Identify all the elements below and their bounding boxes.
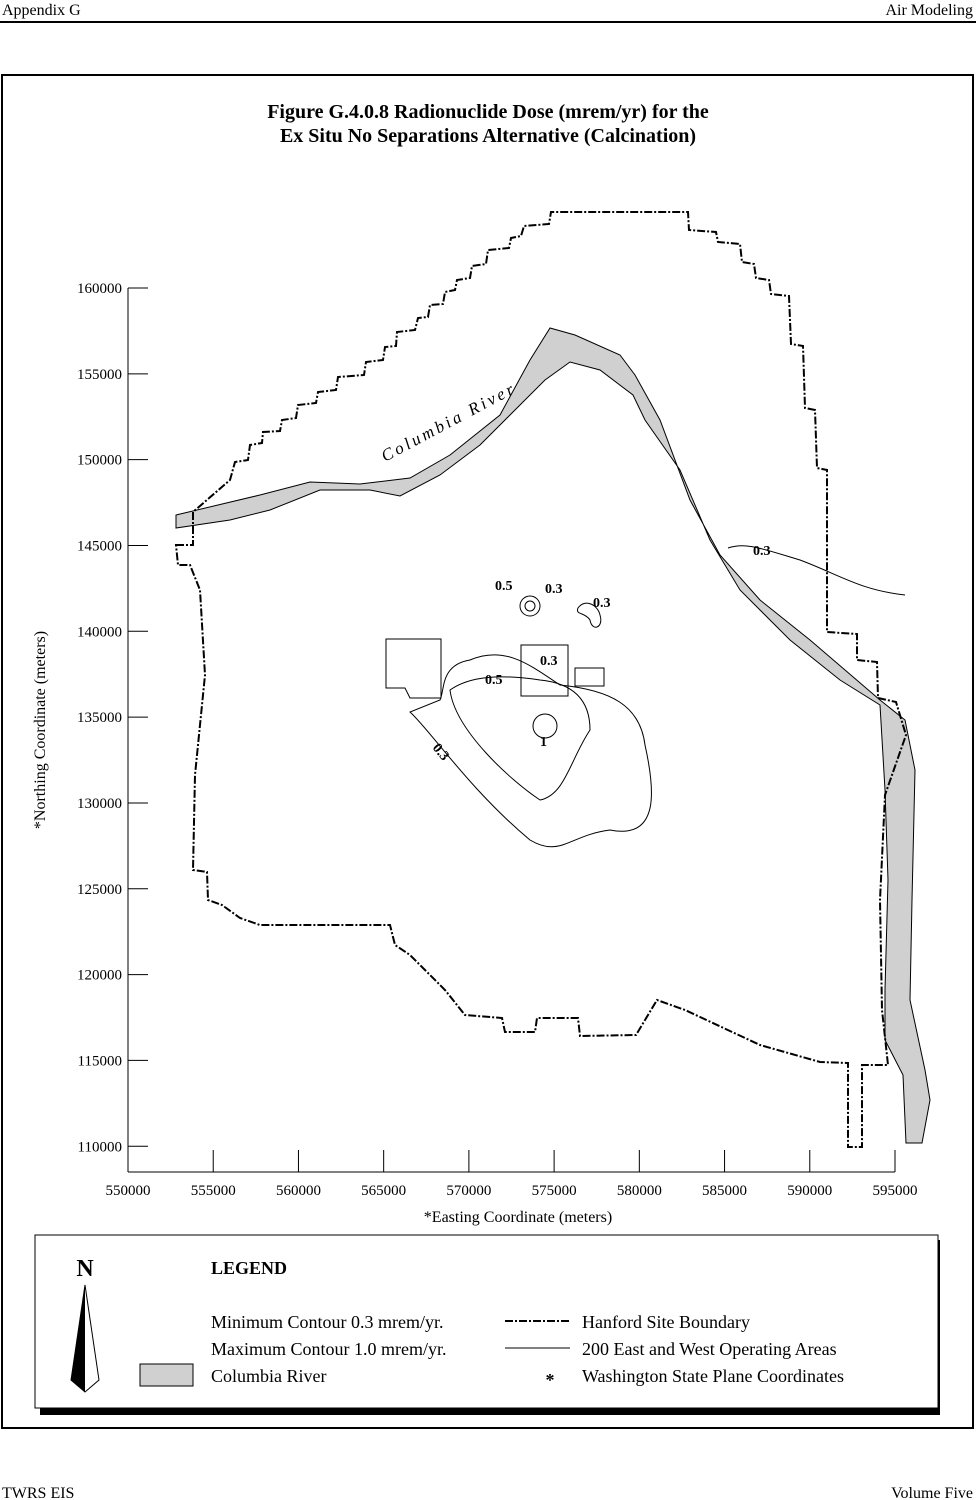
x-tick-label: 560000 — [276, 1183, 321, 1199]
columbia-river — [175, 327, 931, 1144]
contour-label: 1 — [540, 735, 547, 750]
x-tick-label: 565000 — [361, 1183, 406, 1199]
contour-line — [576, 602, 602, 628]
x-tick-label: 580000 — [617, 1183, 662, 1199]
contour-label: 0.3 — [545, 582, 563, 597]
legend-item: 200 East and West Operating Areas — [582, 1339, 837, 1359]
y-tick-label: 130000 — [77, 796, 122, 812]
y-axis-label: *Northing Coordinate (meters) — [32, 631, 49, 829]
contour-label: 0.5 — [485, 673, 503, 688]
footer-left: TWRS EIS — [2, 1485, 74, 1500]
north-label: N — [76, 1256, 94, 1282]
legend-item: Washington State Plane Coordinates — [582, 1366, 844, 1386]
contour-line — [409, 654, 652, 848]
y-tick-label: 155000 — [77, 367, 122, 383]
legend-item: Maximum Contour 1.0 mrem/yr. — [211, 1339, 447, 1359]
y-tick-label: 140000 — [77, 624, 122, 640]
contour-line — [519, 595, 541, 617]
legend-item: Hanford Site Boundary — [582, 1312, 750, 1332]
site-boundary — [174, 211, 908, 1148]
contour-label: 0.3 — [753, 544, 771, 559]
contour-label: 0.3 — [429, 741, 452, 764]
y-tick-label: 125000 — [77, 882, 122, 898]
legend: N LEGEND Minimum Contour 0.3 mrem/yr. Ma… — [34, 1234, 940, 1415]
x-tick-label: 595000 — [873, 1183, 918, 1199]
operating-area — [574, 667, 605, 687]
y-tick-label: 160000 — [77, 281, 122, 297]
north-arrow — [71, 1285, 85, 1392]
figure-frame — [1, 74, 974, 1429]
contour-line — [532, 713, 558, 739]
x-tick-label: 575000 — [532, 1183, 577, 1199]
figure-title: Figure G.4.0.8 Radionuclide Dose (mrem/y… — [267, 101, 709, 123]
y-tick-label: 145000 — [77, 538, 122, 554]
legend-swatch — [139, 1363, 194, 1387]
legend-title: LEGEND — [211, 1258, 287, 1278]
y-tick-label: 115000 — [78, 1053, 122, 1069]
footer-right: Volume Five — [891, 1485, 973, 1500]
axes: *Easting Coordinate (meters) *Northing C… — [32, 281, 918, 1226]
contour-label: 0.3 — [593, 596, 611, 611]
y-tick-label: 135000 — [77, 710, 122, 726]
contour-label: 0.3 — [540, 654, 558, 669]
x-tick-label: 550000 — [106, 1183, 151, 1199]
operating-area — [385, 638, 442, 699]
header-left: Appendix G — [2, 2, 81, 19]
map: Columbia River 0.5 0.3 0.3 0.3 0.5 0.3 1… — [174, 211, 931, 1148]
y-tick-label: 150000 — [77, 453, 122, 469]
x-tick-label: 585000 — [702, 1183, 747, 1199]
y-tick-label: 120000 — [77, 968, 122, 984]
y-tick-label: 110000 — [78, 1139, 122, 1155]
legend-item: Minimum Contour 0.3 mrem/yr. — [211, 1312, 444, 1332]
x-tick-label: 570000 — [446, 1183, 491, 1199]
contour-line — [524, 600, 536, 612]
contour-line — [449, 676, 591, 801]
figure-title: Ex Situ No Separations Alternative (Calc… — [280, 125, 696, 147]
contour-line — [727, 545, 906, 596]
x-axis-label: *Easting Coordinate (meters) — [424, 1209, 612, 1226]
operating-area — [520, 644, 569, 697]
header-right: Air Modeling — [885, 2, 973, 19]
legend-item: Columbia River — [211, 1366, 327, 1386]
legend-asterisk: * — [546, 1370, 555, 1390]
contour-label: 0.5 — [495, 579, 513, 594]
x-tick-label: 555000 — [191, 1183, 236, 1199]
x-tick-label: 590000 — [787, 1183, 832, 1199]
